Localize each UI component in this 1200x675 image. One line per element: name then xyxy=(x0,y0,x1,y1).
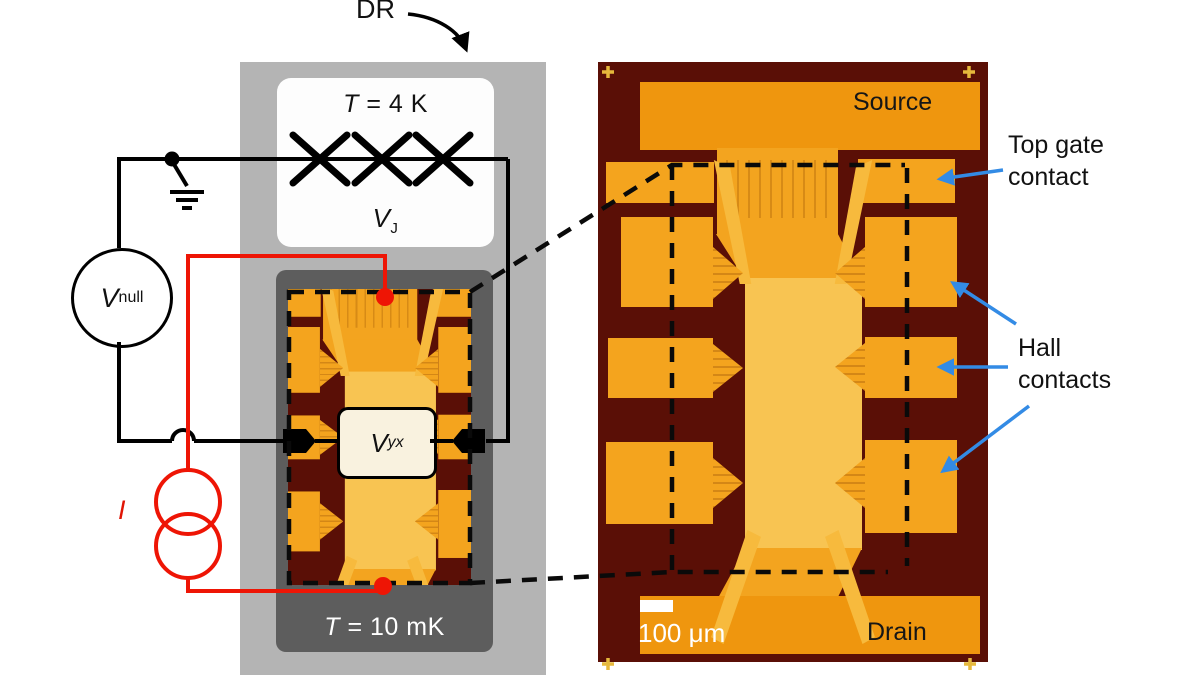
temperature-10mk-label: T = 10 mK xyxy=(324,613,445,641)
hall-pad xyxy=(438,327,471,393)
hall-pad xyxy=(865,217,957,307)
hall-pad xyxy=(865,337,957,398)
ground-symbol xyxy=(170,159,204,210)
hall-pad-tip xyxy=(319,503,344,540)
source-pad xyxy=(640,82,980,150)
hall-pad xyxy=(288,415,320,460)
device-micrograph: Source Drain 100 μm xyxy=(598,62,988,662)
hall-pad xyxy=(606,442,713,524)
junction-voltage-label: VJ xyxy=(372,203,399,237)
hall-pad xyxy=(621,217,713,307)
hall-contacts-label: Hall contacts xyxy=(1018,334,1112,394)
hall-pad xyxy=(438,414,471,460)
dr-arrow xyxy=(407,12,470,53)
top-gate-contact-label: Top gate contact xyxy=(1008,131,1104,191)
drain-pad xyxy=(640,596,980,654)
temperature-4k-label: T = 4 K xyxy=(343,90,428,118)
hall-pad xyxy=(288,491,320,552)
hall-pad-tip xyxy=(713,344,743,392)
hall-pad xyxy=(608,338,713,398)
source-comb-pattern xyxy=(330,289,412,328)
top-gate-pad-left xyxy=(288,289,321,317)
top-gate-pad-left xyxy=(606,162,714,203)
wire-junction-dot xyxy=(164,151,180,167)
top-gate-pad-right xyxy=(858,159,955,203)
hall-bar-mesa xyxy=(745,278,862,550)
source-label: Source xyxy=(853,88,933,116)
current-source-label: I xyxy=(118,495,126,525)
scale-bar-label: 100 μm xyxy=(638,618,726,648)
source-comb-pattern xyxy=(726,160,830,218)
hall-pad-tip xyxy=(713,458,743,508)
hall-pad xyxy=(438,489,471,558)
hall-pad xyxy=(865,440,957,533)
drain-label: Drain xyxy=(867,618,927,646)
hall-pad xyxy=(288,327,320,393)
josephson-junction-box: T = 4 K VJ xyxy=(277,78,494,247)
dr-label: DR xyxy=(356,0,395,24)
scale-bar xyxy=(640,600,673,612)
